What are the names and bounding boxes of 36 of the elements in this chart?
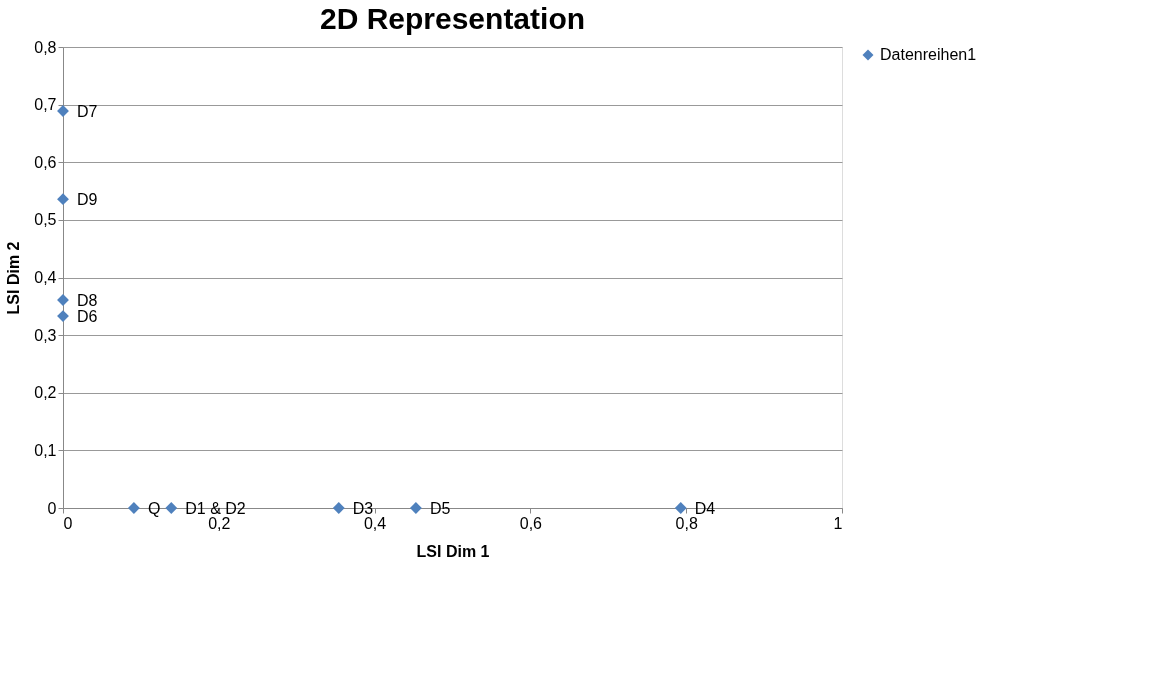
annotation: D8 xyxy=(77,291,98,309)
x-axis-title: LSI Dim 1 xyxy=(416,542,490,560)
point xyxy=(57,310,69,323)
annotation: D7 xyxy=(77,102,98,120)
annotation: D5 xyxy=(429,500,451,517)
y-tick-label: 0,4 xyxy=(34,269,57,286)
legend-label: Datenreihen1 xyxy=(880,46,977,63)
chart-title: 2D Representation xyxy=(319,2,586,35)
point xyxy=(332,502,345,514)
annotation: D6 xyxy=(77,308,98,326)
annotation: D3 xyxy=(352,500,374,517)
y-tick-label: 0,1 xyxy=(34,441,57,459)
y-tick-label: 0 xyxy=(47,499,57,517)
point xyxy=(57,105,69,117)
point xyxy=(57,193,69,206)
annotation: Q xyxy=(147,500,161,517)
x-tick-label: 0,4 xyxy=(363,514,387,532)
point xyxy=(409,502,422,514)
y-axis-title: LSI Dim 2 xyxy=(5,241,23,315)
y-tick-label: 0,6 xyxy=(34,153,57,171)
annotation: D4 xyxy=(694,500,716,517)
x-tick-label: 0 xyxy=(63,514,73,532)
point xyxy=(127,502,140,514)
y-tick-label: 0,7 xyxy=(34,96,57,114)
y-tick-label: 0,2 xyxy=(34,384,57,402)
x-tick-label: 1 xyxy=(833,514,843,532)
annotation: D1 & D2 xyxy=(185,500,246,517)
annotation: D9 xyxy=(77,191,98,209)
x-tick-label: 0,8 xyxy=(675,514,698,532)
x-tick-label: 0,2 xyxy=(208,514,231,532)
point xyxy=(674,502,687,514)
x-tick-label: 0,6 xyxy=(519,514,543,532)
y-tick-label: 0,3 xyxy=(34,326,57,344)
y-tick-label: 0,8 xyxy=(34,38,57,56)
y-tick-label: 0,5 xyxy=(34,211,57,229)
point xyxy=(165,502,178,514)
